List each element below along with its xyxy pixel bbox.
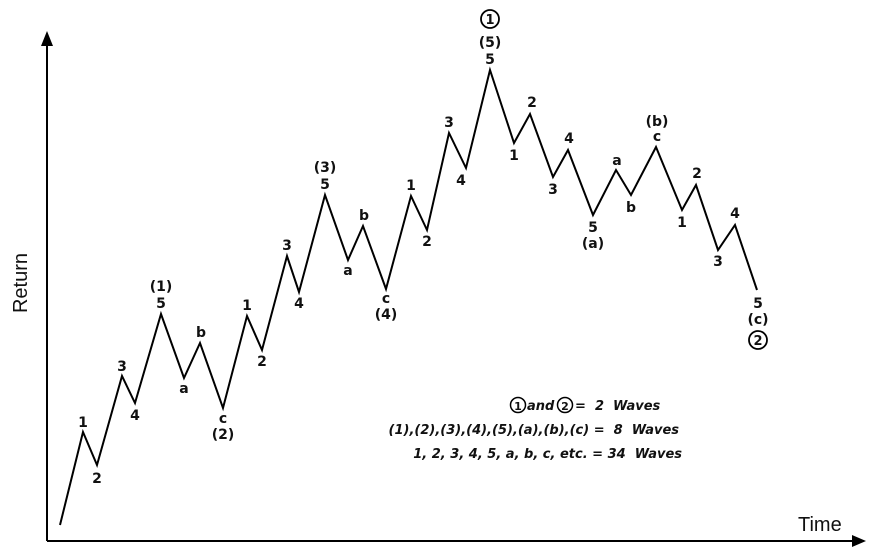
wave-label: (1) [150, 279, 173, 295]
wave-label: b [626, 200, 636, 216]
wave-labels: 1 2 3 4 (1) 5 a b c (2) 1 2 3 4 (3) 5 a … [78, 35, 768, 487]
wave-label: 4 [564, 131, 574, 147]
wave-line [59, 66, 758, 526]
wave-label: b [196, 325, 206, 341]
wave-label: 5 [588, 220, 598, 236]
wave-label: (5) [479, 35, 502, 51]
wave-label: c [382, 291, 390, 307]
wave-label: 2 [257, 354, 267, 370]
wave-label: 1 [509, 148, 519, 164]
circled-label-2: 2 [748, 330, 768, 350]
circle-mark [748, 330, 768, 350]
wave-label: (b) [646, 114, 669, 130]
wave-label: (a) [582, 236, 604, 252]
legend-and: and [527, 399, 555, 414]
wave-label: 1 [406, 178, 416, 194]
wave-label: 3 [444, 115, 454, 131]
circle-mark [509, 396, 527, 414]
wave-label: c [219, 411, 227, 427]
circle-mark [480, 9, 500, 29]
circled-number: 2 [753, 334, 762, 349]
x-axis-label: Time [798, 514, 842, 536]
circle-mark [556, 396, 574, 414]
wave-label: b [359, 208, 369, 224]
circled-label-1: 1 [480, 9, 500, 29]
wave-label: c [653, 129, 661, 145]
legend-line-3: 1, 2, 3, 4, 5, a, b, c, etc. = 34 Waves [413, 447, 682, 462]
wave-label: 2 [422, 234, 432, 250]
wave-label: 4 [730, 206, 740, 222]
wave-label: a [612, 153, 621, 169]
circled-number: 2 [561, 400, 569, 413]
legend-line-2: (1),(2),(3),(4),(5),(a),(b),(c) = 8 Wave… [389, 423, 680, 438]
wave-label: 2 [692, 166, 702, 182]
wave-label: 4 [294, 296, 304, 312]
wave-label: (2) [212, 427, 235, 443]
wave-label: 5 [753, 296, 763, 312]
wave-label: a [343, 263, 352, 279]
wave-label: (4) [375, 307, 398, 323]
x-axis-arrowhead [852, 535, 866, 547]
wave-label: 1 [677, 215, 687, 231]
wave-label: 2 [527, 95, 537, 111]
wave-label: 4 [456, 173, 466, 189]
legend-line-1: = 2 Waves [575, 399, 661, 414]
wave-label: (3) [314, 160, 337, 176]
wave-label: 3 [713, 254, 723, 270]
wave-label: 5 [320, 177, 330, 193]
legend: 1 and 2 = 2 Waves (1),(2),(3),(4),(5),(a… [389, 396, 682, 462]
y-axis-arrowhead [41, 31, 53, 46]
wave-label: 1 [242, 298, 252, 314]
wave-label: 2 [92, 471, 102, 487]
axes [41, 31, 866, 547]
wave-label: 3 [117, 359, 127, 375]
circled-number: 1 [485, 13, 494, 28]
wave-label: 3 [282, 238, 292, 254]
wave-label: 3 [548, 182, 558, 198]
circled-number: 1 [514, 400, 522, 413]
wave-label: 5 [156, 296, 166, 312]
wave-label: (c) [747, 312, 768, 328]
wave-label: a [179, 381, 188, 397]
wave-label: 5 [485, 52, 495, 68]
wave-label: 1 [78, 415, 88, 431]
wave-label: 4 [130, 408, 140, 424]
y-axis-label: Return [10, 253, 32, 313]
